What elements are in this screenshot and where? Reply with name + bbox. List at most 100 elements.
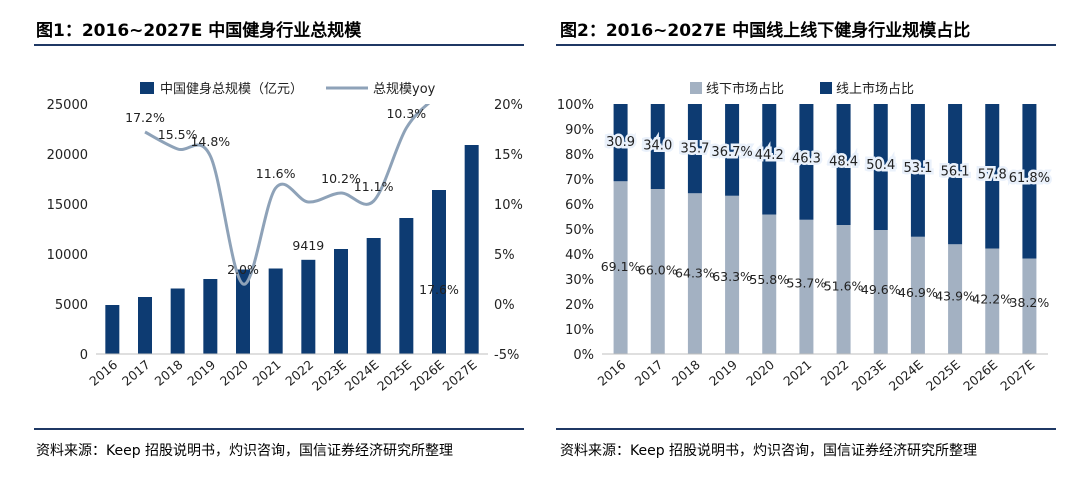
- y2-tick-label: 20%: [494, 98, 523, 113]
- left-figure-title: 图1：2016~2027E 中国健身行业总规模: [36, 21, 362, 41]
- offline-bar: [910, 236, 925, 354]
- offline-bar: [725, 195, 740, 354]
- x-tick-label: 2026E: [960, 357, 1000, 394]
- x-tick-label: 2020: [217, 357, 251, 389]
- y-tick-label: 25000: [47, 98, 88, 113]
- offline-bar: [1022, 258, 1037, 354]
- online-data-label: 53.1: [903, 161, 932, 176]
- x-tick-label: 2025E: [923, 357, 963, 394]
- data-label: 10.2%: [321, 171, 361, 186]
- offline-bar: [873, 230, 888, 354]
- online-bar: [836, 104, 851, 225]
- x-tick-label: 2020: [743, 357, 777, 389]
- yoy-line: [144, 104, 431, 286]
- right-title-rule: [556, 44, 1056, 46]
- y-tick-label: 100%: [557, 98, 594, 113]
- offline-bar: [762, 214, 777, 354]
- y-tick-label: 80%: [565, 148, 594, 163]
- y-tick-label: 70%: [565, 173, 594, 188]
- y-tick-label: 40%: [565, 248, 594, 263]
- offline-bar: [650, 189, 665, 354]
- y2-tick-label: 0%: [494, 298, 515, 313]
- y2-tick-label: -5%: [494, 348, 519, 363]
- offline-data-label: 42.2%: [972, 292, 1012, 307]
- bar: [301, 259, 316, 354]
- offline-bar: [948, 244, 963, 354]
- x-tick-label: 2017: [119, 357, 153, 389]
- y-tick-label: 10%: [565, 323, 594, 338]
- online-data-label: 36.7%: [711, 145, 752, 160]
- x-tick-label: 2021: [780, 357, 814, 389]
- online-data-label: 35.7: [680, 142, 709, 157]
- bar: [203, 279, 218, 354]
- legend-offline-label: 线下市场占比: [706, 81, 784, 97]
- online-bar: [613, 104, 628, 182]
- online-data-label: 30.9: [606, 135, 635, 150]
- x-tick-label: 2024E: [886, 357, 926, 394]
- x-tick-label: 2026E: [407, 357, 447, 394]
- x-tick-label: 2025E: [374, 357, 414, 394]
- x-tick-label: 2018: [669, 357, 703, 389]
- y-tick-label: 60%: [565, 198, 594, 213]
- online-bar: [1022, 104, 1037, 259]
- bar: [399, 218, 414, 354]
- left-source-note: 资料来源：Keep 招股说明书，灼识咨询，国信证券经济研究所整理: [36, 443, 454, 459]
- y2-tick-label: 15%: [494, 148, 523, 163]
- y-tick-label: 0: [80, 348, 88, 363]
- offline-data-label: 69.1%: [601, 259, 641, 274]
- offline-bar: [799, 219, 814, 354]
- right-source-note: 资料来源：Keep 招股说明书，灼识咨询，国信证券经济研究所整理: [560, 443, 978, 459]
- offline-data-label: 63.3%: [712, 269, 752, 284]
- offline-bar: [985, 248, 1000, 354]
- online-bar: [725, 104, 740, 196]
- offline-data-label: 64.3%: [675, 266, 715, 281]
- legend-online-swatch: [820, 82, 832, 94]
- total-market-size-chart: 0 5000 10000 15000 20000 25000 -5% 0% 5% 10% 15% 20…: [47, 81, 523, 394]
- online-bar: [948, 104, 963, 245]
- x-tick-label: 2019: [184, 357, 218, 389]
- online-bar: [687, 104, 702, 194]
- left-source-rule: [34, 428, 524, 430]
- data-label: 2.0%: [227, 262, 259, 277]
- x-tick-label: 2022: [818, 357, 852, 389]
- data-label: 17.2%: [125, 110, 165, 125]
- right-figure-panel: 图2：2016~2027E 中国线上线下健身行业规模占比 0% 10% 20% 30%…: [548, 0, 1080, 482]
- online-data-label: 48.4: [829, 155, 858, 170]
- online-bar: [799, 104, 814, 220]
- offline-bar: [836, 225, 851, 354]
- x-tick-label: 2017: [632, 357, 666, 389]
- bar: [464, 145, 479, 354]
- x-tick-label: 2018: [152, 357, 186, 389]
- online-data-label: 61.8%: [1009, 171, 1050, 186]
- online-bar: [762, 104, 777, 215]
- y2-tick-label: 5%: [494, 248, 515, 263]
- offline-data-label: 55.8%: [749, 272, 789, 287]
- y2-tick-label: 10%: [494, 198, 523, 213]
- x-tick-label: 2023E: [309, 357, 349, 394]
- y-tick-label: 10000: [47, 248, 88, 263]
- x-tick-label: 2016: [86, 357, 120, 389]
- bar: [366, 238, 381, 354]
- offline-data-label: 51.6%: [824, 279, 864, 294]
- right-figure-title: 图2：2016~2027E 中国线上线下健身行业规模占比: [560, 21, 971, 41]
- legend-bar-label: 中国健身总规模（亿元）: [160, 81, 303, 97]
- bar: [432, 190, 446, 354]
- x-tick-label: 2019: [706, 357, 740, 389]
- online-offline-share-chart: 0%10%20%30%40%50%60%70%80%90%100%2016 201…: [557, 81, 1053, 394]
- left-title-rule: [34, 44, 524, 46]
- data-label: 11.6%: [256, 166, 296, 181]
- y-tick-label: 20000: [47, 148, 88, 163]
- y-tick-label: 50%: [565, 223, 594, 238]
- data-label: 15.5%: [158, 127, 198, 142]
- y-tick-label: 20%: [565, 298, 594, 313]
- online-data-label: 46.3: [792, 151, 821, 166]
- online-data-label: 56.1: [941, 164, 970, 179]
- bar: [105, 305, 120, 354]
- y-tick-label: 15000: [47, 198, 88, 213]
- x-tick-label: 2023E: [849, 357, 889, 394]
- offline-bar: [687, 193, 702, 354]
- online-bar: [985, 104, 1000, 249]
- x-tick-label: 2024E: [342, 357, 382, 394]
- online-data-label: 44.2: [755, 148, 784, 163]
- x-tick-label: 2027E: [440, 357, 480, 394]
